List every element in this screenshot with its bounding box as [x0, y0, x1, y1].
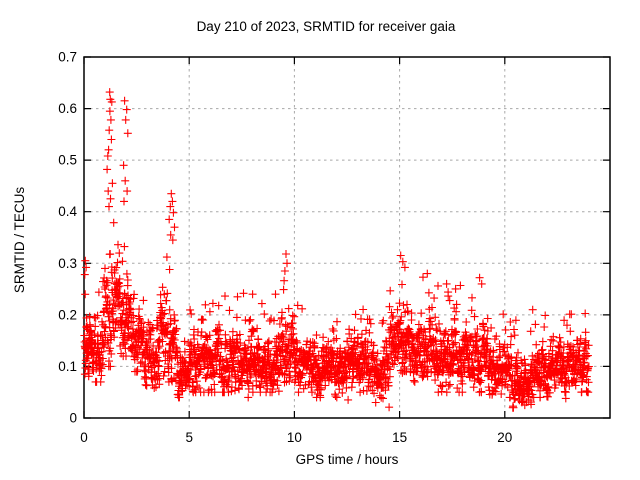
chart-title: Day 210 of 2023, SRMTID for receiver gai…: [197, 19, 456, 34]
x-axis-label: GPS time / hours: [296, 452, 399, 467]
x-tick-label: 10: [287, 430, 302, 445]
y-tick-label: 0.7: [58, 50, 77, 65]
x-tick-label: 5: [185, 430, 193, 445]
grid-path: [84, 57, 610, 418]
y-tick-label: 0.4: [58, 204, 77, 219]
y-tick-label: 0.6: [58, 101, 77, 116]
x-tick-label: 20: [497, 430, 512, 445]
data-points: [80, 88, 593, 412]
tick-labels: 0 5 10 15 20 0 0.1 0.2 0.3 0.4 0.5 0.6 0.7: [58, 50, 512, 446]
gridlines: [84, 57, 610, 418]
y-tick-label: 0.3: [58, 256, 77, 271]
y-tick-label: 0.1: [58, 359, 77, 374]
x-tick-label: 15: [392, 430, 407, 445]
y-tick-label: 0: [69, 411, 77, 426]
y-axis-label: SRMTID / TECUs: [12, 187, 27, 294]
y-tick-label: 0.5: [58, 153, 77, 168]
y-tick-label: 0.2: [58, 307, 77, 322]
plot-border: [83, 56, 611, 419]
x-tick-label: 0: [80, 430, 88, 445]
